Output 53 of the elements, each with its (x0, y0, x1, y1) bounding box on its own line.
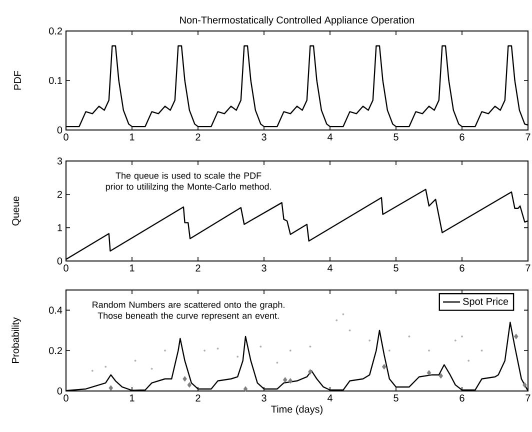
y-tick-label: 3 (57, 157, 62, 165)
annotation: The queue is used to scale the PDF prior to utililzing the Monte-Carlo method. (106, 172, 271, 192)
x-axis-title: Time (days) (271, 405, 322, 415)
x-tick-label: 2 (196, 264, 200, 272)
y-axis-title: Queue (12, 196, 21, 226)
x-tick-label: 6 (460, 394, 464, 402)
x-tick-label: 3 (262, 394, 266, 402)
x-tick-label: 7 (526, 134, 530, 140)
x-tick-label: 5 (394, 264, 398, 272)
y-tick-label: 0.1 (49, 76, 62, 84)
point (288, 378, 293, 384)
x-tick-label: 4 (327, 394, 332, 402)
y-tick-label: 0.2 (49, 347, 62, 354)
y-axis-title: PDF (14, 70, 21, 90)
x-tick-label: 4 (327, 134, 332, 140)
y-tick-label: 0.4 (49, 306, 62, 314)
y-tick-label: 0 (57, 126, 62, 134)
chart-title: Non-Thermostatically Controlled Appliance Operation (180, 16, 414, 26)
x-tick-label: 0 (64, 264, 68, 272)
point (182, 376, 187, 382)
y-axis-title: Probability (12, 317, 21, 363)
point (426, 370, 432, 376)
y-tick-label: 0 (57, 257, 62, 265)
y-tick-label: 2 (57, 190, 62, 198)
x-tick-label: 1 (130, 134, 134, 140)
annotation: Random Numbers are scattered onto the graph. Those beneath the curve represent an event. (92, 301, 284, 321)
point (187, 382, 192, 388)
x-tick-label: 2 (196, 394, 200, 402)
x-tick-label: 4 (327, 264, 332, 272)
point (514, 334, 518, 340)
point (308, 369, 312, 375)
x-tick-label: 6 (460, 264, 464, 272)
legend-label: Spot Price (463, 298, 508, 307)
y-tick-label: 0 (57, 387, 62, 395)
point (243, 386, 248, 392)
point (382, 364, 386, 370)
x-tick-label: 0 (64, 134, 68, 141)
x-tick-label: 5 (394, 394, 398, 402)
x-tick-label: 2 (196, 134, 200, 140)
x-tick-label: 1 (130, 394, 134, 402)
x-tick-label: 1 (130, 264, 134, 272)
point (108, 385, 114, 391)
y-tick-label: 1 (58, 224, 62, 232)
x-tick-label: 0 (64, 394, 68, 402)
y-tick-label: 0.2 (49, 27, 62, 35)
x-tick-label: 7 (526, 264, 530, 272)
point (438, 373, 444, 379)
x-tick-label: 7 (526, 394, 530, 402)
x-tick-label: 5 (394, 134, 398, 140)
x-tick-label: 3 (262, 264, 266, 272)
point (282, 377, 288, 383)
x-tick-label: 6 (460, 134, 464, 141)
x-tick-label: 3 (262, 134, 266, 141)
